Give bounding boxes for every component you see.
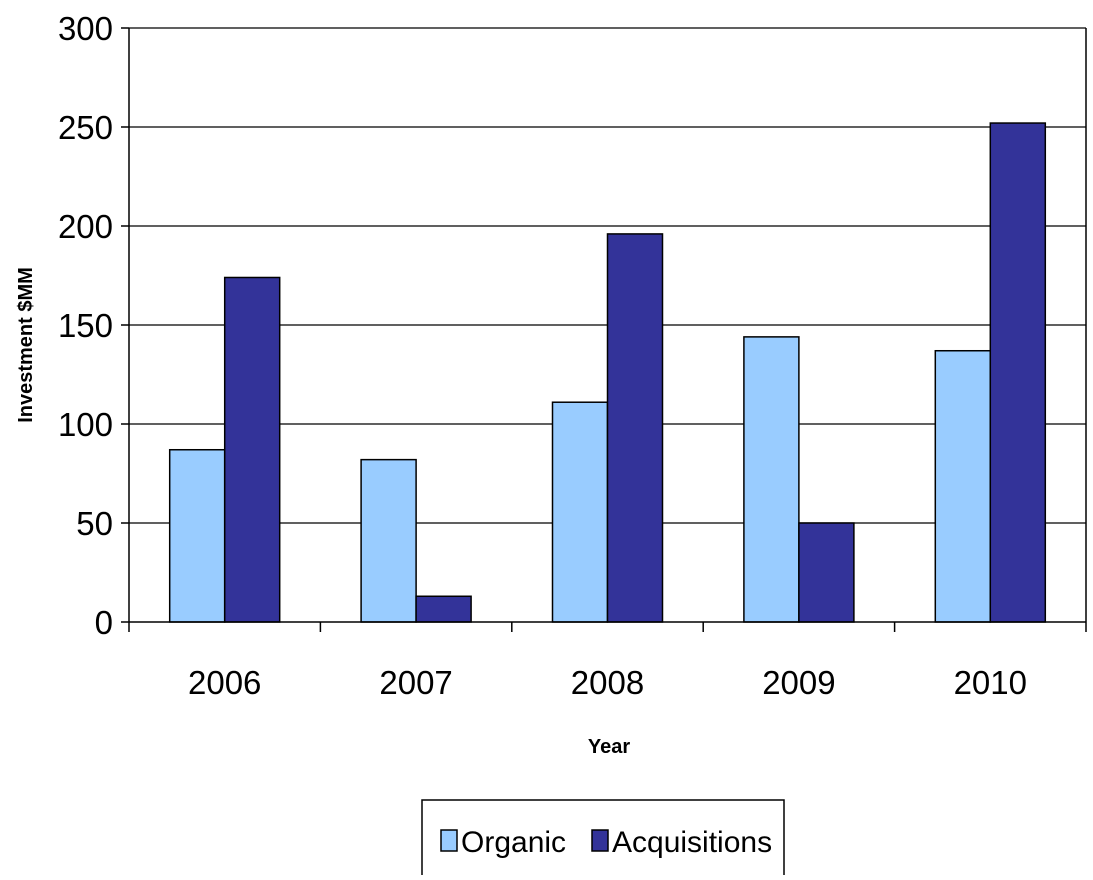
- y-tick-label: 50: [76, 505, 113, 542]
- bar-organic-2009: [743, 336, 800, 623]
- y-tick-label: 100: [58, 406, 113, 443]
- bar-acquisitions-2007: [415, 595, 472, 623]
- y-axis-ticks: 0 50 100 150 200 250 300: [58, 10, 129, 641]
- bar-organic-2010: [934, 349, 992, 623]
- bar-organic-2006: [168, 448, 226, 623]
- y-tick-label: 0: [95, 604, 113, 641]
- legend-label-organic: Organic: [461, 826, 566, 859]
- bar-acquisitions-2006: [223, 276, 281, 623]
- bar-acquisitions-2010: [989, 122, 1047, 623]
- x-tick-label: 2007: [379, 664, 452, 701]
- y-tick-label: 250: [58, 109, 113, 146]
- x-axis-ticks: 2006 2007 2008 2009 2010: [128, 622, 1087, 701]
- x-tick-label: 2006: [188, 664, 261, 701]
- legend-label-acquisitions: Acquisitions: [612, 826, 772, 859]
- bar-acquisitions-2008: [606, 233, 664, 623]
- y-tick-label: 150: [58, 307, 113, 344]
- x-tick-label: 2009: [762, 664, 835, 701]
- bar-organic-2007: [360, 458, 417, 623]
- y-axis-title: Investment $MM: [15, 267, 37, 423]
- x-tick-label: 2010: [954, 664, 1027, 701]
- bar-acquisitions-2009: [798, 522, 855, 623]
- legend-swatch-acquisitions: [591, 829, 609, 852]
- bar-organic-2008: [551, 401, 609, 623]
- legend-swatch-organic: [440, 829, 458, 852]
- x-axis-title: Year: [588, 736, 630, 758]
- y-tick-label: 200: [58, 208, 113, 245]
- legend: Organic Acquisitions: [421, 799, 785, 880]
- y-tick-label: 300: [58, 10, 113, 47]
- bars: [168, 122, 1047, 623]
- x-tick-label: 2008: [571, 664, 644, 701]
